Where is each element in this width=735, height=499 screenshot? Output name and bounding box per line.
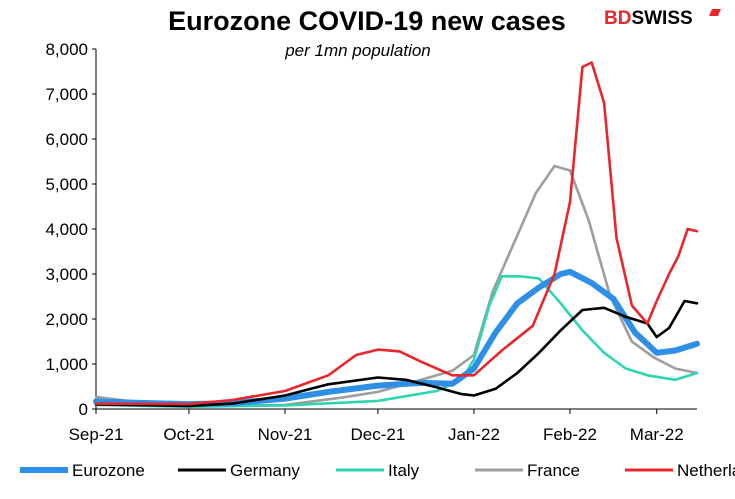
brand-chevron-icon xyxy=(709,9,721,16)
y-tick-label: 7,000 xyxy=(45,85,88,104)
series-line-netherlands xyxy=(94,61,699,406)
series-line-italy xyxy=(94,274,699,409)
legend: Eurozone Germany Italy France Netherlands xyxy=(20,461,735,480)
chart-subtitle: per 1mn population xyxy=(284,41,431,60)
legend-label: Eurozone xyxy=(72,461,145,480)
y-tick-label: 0 xyxy=(79,400,88,419)
legend-item-netherlands: Netherlands xyxy=(625,461,735,480)
y-tick-label: 5,000 xyxy=(45,175,88,194)
legend-item-france: France xyxy=(475,461,580,480)
series-layer xyxy=(93,61,700,409)
x-tick-label: Dec-21 xyxy=(351,425,406,444)
x-tick-label: Sep-21 xyxy=(69,425,124,444)
series-line-germany xyxy=(94,299,699,408)
x-tick-label: Mar-22 xyxy=(630,425,684,444)
y-tick-label: 3,000 xyxy=(45,265,88,284)
brand-part2: SWISS xyxy=(631,8,692,29)
series-line-france xyxy=(94,164,699,408)
x-tick-label: Nov-21 xyxy=(258,425,313,444)
series-line-eurozone xyxy=(93,268,700,408)
brand-part1: BD xyxy=(604,8,631,29)
legend-label: Germany xyxy=(230,461,300,480)
chart-title: Eurozone COVID-19 new cases xyxy=(168,6,566,36)
legend-label: Italy xyxy=(388,461,420,480)
legend-label: Netherlands xyxy=(677,461,735,480)
y-tick-label: 2,000 xyxy=(45,310,88,329)
legend-item-italy: Italy xyxy=(336,461,420,480)
brand-logo: BDSWISS xyxy=(604,8,721,29)
x-axis-ticks: Sep-21 Oct-21 Nov-21 Dec-21 Jan-22 Feb-22 Mar-… xyxy=(69,409,684,444)
x-tick-label: Feb-22 xyxy=(543,425,597,444)
y-tick-label: 4,000 xyxy=(45,220,88,239)
legend-item-eurozone: Eurozone xyxy=(20,461,145,480)
y-tick-label: 6,000 xyxy=(45,130,88,149)
legend-label: France xyxy=(527,461,580,480)
y-tick-label: 8,000 xyxy=(45,40,88,59)
legend-item-germany: Germany xyxy=(178,461,300,480)
x-tick-label: Oct-21 xyxy=(163,425,214,444)
y-tick-label: 1,000 xyxy=(45,355,88,374)
x-tick-label: Jan-22 xyxy=(448,425,500,444)
brand-logo-text: BDSWISS xyxy=(604,8,693,29)
y-axis-ticks: 0 1,000 2,000 3,000 4,000 5,000 6,000 7,000 8,00… xyxy=(45,40,96,419)
